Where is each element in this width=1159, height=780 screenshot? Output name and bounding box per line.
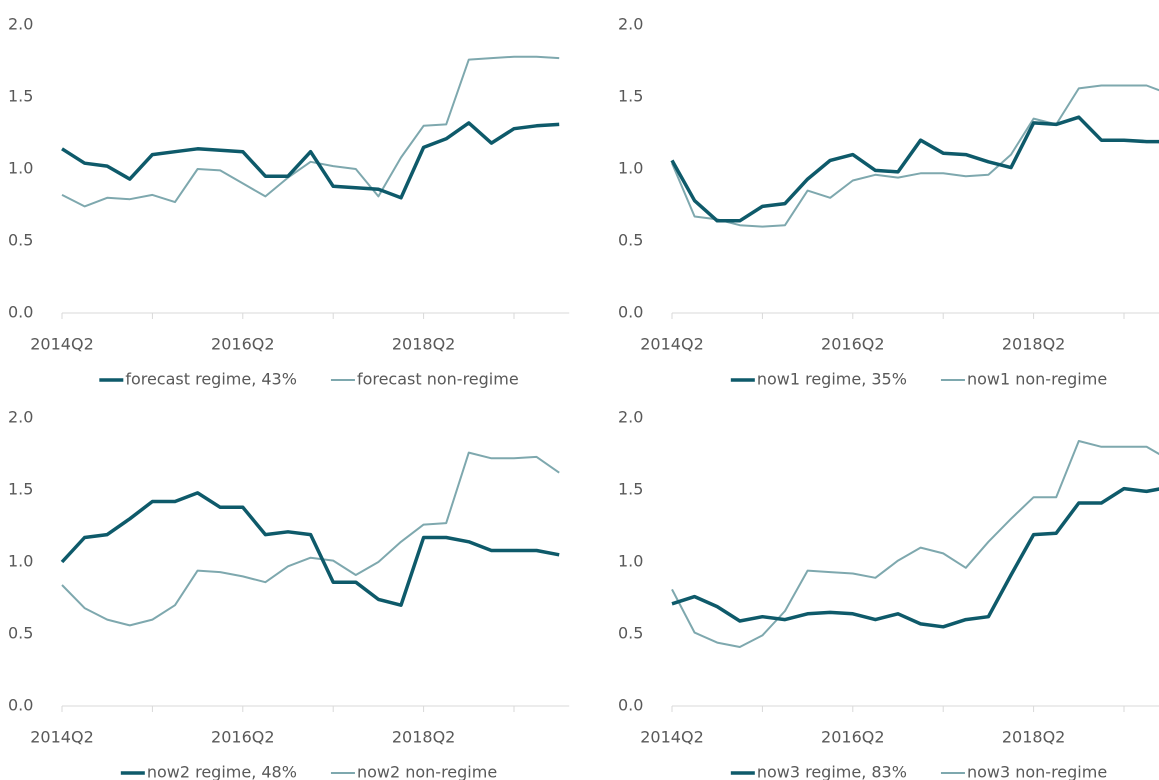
y-tick-label: 1.0	[8, 552, 33, 571]
legend: now1 regime, 35% now1 non-regime	[730, 370, 1107, 389]
series-line	[671, 440, 1159, 648]
panel: 0.0 0.5 1.0 1.5 2.0 2014Q2 2016Q2 2018Q2 now1 re…	[618, 15, 1159, 389]
y-tick-label: 1.0	[618, 552, 643, 571]
legend-label: now1 non-regime	[967, 370, 1107, 389]
x-tick-label: 2018Q2	[392, 335, 456, 354]
y-tick-label: 0.0	[8, 696, 33, 715]
y-tick-label: 0.5	[8, 231, 33, 250]
legend: now3 regime, 83% now3 non-regime	[730, 763, 1107, 780]
y-tick-label: 1.5	[8, 480, 33, 499]
legend-label: forecast non-regime	[357, 370, 519, 389]
y-tick-label: 1.0	[618, 159, 643, 178]
x-tick-label: 2014Q2	[30, 728, 94, 747]
legend: forecast regime, 43% forecast non-regime	[99, 370, 519, 389]
panel: 0.0 0.5 1.0 1.5 2.0 2014Q2 2016Q2 2018Q2 now3 re…	[618, 408, 1159, 780]
series-line	[671, 84, 1159, 228]
x-tick-label: 2014Q2	[640, 728, 704, 747]
panel: 0.0 0.5 1.0 1.5 2.0 2014Q2 2016Q2 2018Q2 now2 re…	[8, 408, 570, 780]
y-tick-label: 2.0	[8, 15, 33, 34]
y-tick-label: 1.5	[618, 480, 643, 499]
x-tick-label: 2018Q2	[1002, 728, 1066, 747]
series-line	[671, 486, 1159, 629]
y-tick-label: 2.0	[618, 408, 643, 427]
series-line	[61, 451, 560, 627]
y-tick-label: 0.5	[618, 231, 643, 250]
y-tick-label: 0.5	[8, 624, 33, 643]
x-tick-label: 2018Q2	[392, 728, 456, 747]
legend-label: now1 regime, 35%	[757, 370, 907, 389]
x-tick-label: 2016Q2	[821, 335, 885, 354]
y-tick-label: 2.0	[618, 15, 643, 34]
legend-label: now2 non-regime	[357, 763, 497, 780]
legend-label: now3 non-regime	[967, 763, 1107, 780]
y-tick-label: 1.5	[618, 87, 643, 106]
x-tick-label: 2016Q2	[821, 728, 885, 747]
y-tick-label: 1.5	[8, 87, 33, 106]
legend-label: forecast regime, 43%	[125, 370, 297, 389]
y-tick-label: 2.0	[8, 408, 33, 427]
series-line	[670, 115, 1159, 223]
legend-label: now2 regime, 48%	[147, 763, 297, 780]
series-line	[61, 121, 560, 200]
series-line	[60, 491, 560, 607]
panel: 0.0 0.5 1.0 1.5 2.0 2014Q2 2016Q2 2018Q2 forecas…	[8, 15, 570, 389]
x-tick-label: 2016Q2	[211, 728, 275, 747]
series-line	[61, 55, 560, 208]
legend: now2 regime, 48% now2 non-regime	[120, 763, 497, 780]
y-tick-label: 0.0	[618, 696, 643, 715]
legend-label: now3 regime, 83%	[757, 763, 907, 780]
x-tick-label: 2014Q2	[640, 335, 704, 354]
y-tick-label: 0.0	[8, 303, 33, 322]
x-tick-label: 2016Q2	[211, 335, 275, 354]
x-tick-label: 2014Q2	[30, 335, 94, 354]
y-tick-label: 0.5	[618, 624, 643, 643]
y-tick-label: 0.0	[618, 303, 643, 322]
x-tick-label: 2018Q2	[1002, 335, 1066, 354]
y-tick-label: 1.0	[8, 159, 33, 178]
